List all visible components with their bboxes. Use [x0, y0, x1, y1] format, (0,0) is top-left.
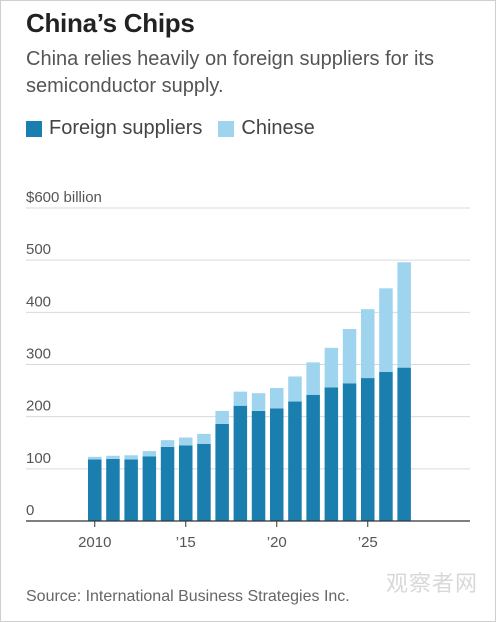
bar-chinese	[379, 288, 393, 372]
y-tick-label: 100	[26, 450, 51, 467]
bar-chinese	[215, 410, 229, 424]
bar-foreign	[124, 459, 138, 521]
y-tick-label: 0	[26, 502, 34, 519]
x-tick-label: ’20	[267, 534, 287, 551]
y-tick-label: 500	[26, 241, 51, 258]
x-tick-label: ’15	[176, 534, 196, 551]
bar-foreign	[197, 443, 211, 521]
bar-chinese	[397, 262, 411, 368]
bar-foreign	[324, 387, 339, 521]
bar-foreign	[251, 410, 266, 521]
bar-chinese	[288, 376, 302, 402]
bar-foreign	[233, 405, 248, 521]
bar-chinese	[361, 309, 375, 379]
y-tick-label: 300	[26, 346, 51, 363]
bar-foreign	[361, 378, 375, 521]
bar-chinese	[142, 451, 157, 457]
source-note: Source: International Business Strategie…	[26, 588, 350, 605]
y-tick-label: 400	[26, 293, 51, 310]
chart-subtitle: China relies heavily on foreign supplier…	[26, 48, 434, 97]
y-tick-label: $600 billion	[26, 189, 102, 206]
bar-foreign	[306, 394, 320, 521]
bar-foreign	[288, 401, 302, 521]
bar-foreign	[106, 458, 120, 521]
bar-foreign	[397, 367, 411, 521]
legend-item-chinese: Chinese	[218, 117, 315, 140]
chart-title: China’s Chips	[26, 8, 195, 38]
bar-chinese	[342, 329, 357, 384]
bar-chinese	[197, 433, 211, 444]
legend-label-chinese: Chinese	[241, 117, 315, 139]
bar-chinese	[179, 437, 193, 446]
bar-foreign	[270, 408, 284, 521]
legend-swatch-chinese	[218, 120, 235, 137]
bar-foreign	[160, 446, 175, 521]
y-tick-label: 200	[26, 398, 51, 415]
x-tick-label: ’25	[358, 534, 378, 551]
bar-foreign	[342, 383, 357, 521]
legend-label-foreign: Foreign suppliers	[49, 117, 203, 139]
bar-chinese	[270, 387, 284, 409]
bar-foreign	[88, 459, 102, 521]
bar-chinese	[324, 347, 339, 388]
bar-chinese	[251, 393, 266, 411]
bar-foreign	[379, 371, 393, 521]
watermark: 观察者网	[386, 571, 479, 596]
bar-foreign	[215, 423, 229, 521]
legend-swatch-foreign	[26, 120, 42, 137]
bar-foreign	[142, 456, 157, 521]
legend-item-foreign: Foreign suppliers	[26, 117, 202, 140]
bar-chinese	[106, 455, 120, 459]
legend: Foreign suppliers Chinese	[26, 117, 331, 140]
x-tick-label: 2010	[78, 534, 111, 551]
bar-chinese	[124, 455, 138, 460]
bar-chinese	[233, 391, 248, 406]
bar-chinese	[306, 362, 320, 395]
bar-chinese	[160, 440, 175, 447]
bar-foreign	[179, 445, 193, 521]
bar-chinese	[88, 456, 102, 460]
